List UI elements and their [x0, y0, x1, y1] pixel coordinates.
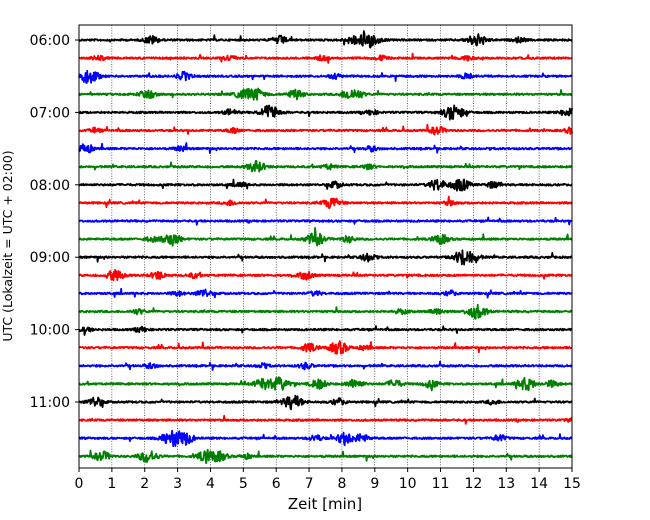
x-axis-title: Zeit [min] — [288, 495, 362, 513]
trace-09:00 — [78, 249, 573, 266]
x-tick-label-11: 11 — [432, 476, 450, 492]
plot-area — [79, 25, 572, 468]
y-tick-label-09:00: 09:00 — [30, 250, 70, 266]
trace-06:45 — [78, 87, 573, 101]
trace-07:30 — [78, 142, 573, 155]
trace-06:00 — [78, 30, 573, 49]
x-tick-label-10: 10 — [399, 476, 417, 492]
trace-07:15 — [78, 123, 573, 136]
x-tick-label-12: 12 — [464, 476, 482, 492]
plot-frame — [78, 24, 573, 469]
trace-10:45 — [78, 376, 573, 392]
trace-11:45 — [78, 448, 573, 465]
x-tick-label-14: 14 — [530, 476, 548, 492]
trace-10:15 — [78, 340, 573, 355]
trace-10:30 — [78, 360, 573, 371]
x-tick-label-9: 9 — [370, 476, 379, 492]
x-tick-label-7: 7 — [305, 476, 314, 492]
trace-08:15 — [78, 195, 573, 210]
trace-06:30 — [78, 69, 573, 84]
vertical-gridlines — [111, 25, 540, 468]
x-tick-label-0: 0 — [75, 476, 84, 492]
x-tick-label-8: 8 — [337, 476, 346, 492]
y-tick-label-06:00: 06:00 — [30, 33, 70, 49]
x-tick-label-3: 3 — [173, 476, 182, 492]
y-axis: 06:00 07:00 08:00 09:00 10:00 11:00 — [30, 33, 79, 411]
y-tick-label-10:00: 10:00 — [30, 323, 70, 339]
trace-06:15 — [78, 52, 573, 64]
trace-09:15 — [78, 268, 573, 282]
x-tick-label-6: 6 — [272, 476, 281, 492]
trace-11:30 — [78, 429, 573, 448]
x-tick-label-4: 4 — [206, 476, 215, 492]
y-axis-title: UTC (Lokalzeit = UTC + 02:00) — [0, 150, 15, 341]
trace-10:00 — [78, 325, 573, 336]
x-tick-label-1: 1 — [107, 476, 116, 492]
y-tick-label-08:00: 08:00 — [30, 178, 70, 194]
seismic-traces — [78, 30, 573, 465]
y-tick-label-11:00: 11:00 — [30, 395, 70, 411]
x-axis: 0 1 2 3 4 5 6 7 8 9 10 11 12 13 14 15 — [75, 468, 581, 492]
trace-07:45 — [78, 159, 573, 173]
trace-07:00 — [78, 104, 573, 121]
trace-11:00 — [78, 394, 573, 411]
trace-08:00 — [78, 178, 573, 192]
x-tick-label-15: 15 — [563, 476, 581, 492]
x-tick-label-13: 13 — [497, 476, 515, 492]
x-tick-label-2: 2 — [140, 476, 149, 492]
x-tick-label-5: 5 — [239, 476, 248, 492]
trace-08:30 — [78, 216, 573, 226]
trace-08:45 — [78, 226, 573, 247]
trace-09:45 — [78, 303, 573, 320]
trace-09:30 — [78, 287, 573, 299]
trace-11:15 — [78, 414, 573, 425]
y-tick-label-07:00: 07:00 — [30, 105, 70, 121]
